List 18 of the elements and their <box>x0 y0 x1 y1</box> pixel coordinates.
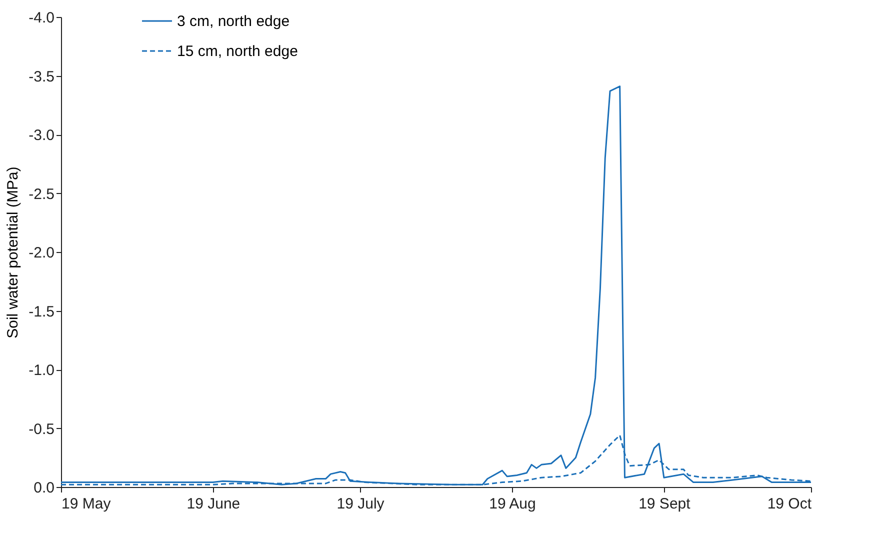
legend-label: 3 cm, north edge <box>177 13 290 30</box>
x-tick-label: 19 May <box>62 496 112 512</box>
y-tick-label: -3.5 <box>28 68 54 86</box>
y-axis-title: Soil water potential (MPa) <box>4 166 22 338</box>
legend-label: 15 cm, north edge <box>177 43 298 60</box>
x-tick-label: 19 July <box>336 496 385 512</box>
y-tick-label: -4.0 <box>28 10 54 26</box>
y-tick-label: -2.0 <box>28 244 54 262</box>
x-tick-label: 19 Oct <box>767 496 812 512</box>
y-tick-label: -1.5 <box>28 303 54 320</box>
x-tick-label: 19 Sept <box>638 496 692 512</box>
y-tick-label: 0.0 <box>34 480 54 496</box>
y-tick-label: -2.5 <box>28 186 54 203</box>
x-tick-label: 19 June <box>186 496 240 512</box>
y-tick-label: -1.0 <box>28 362 54 379</box>
y-tick-label: -3.0 <box>28 127 54 144</box>
x-tick-label: 19 Aug <box>489 496 536 512</box>
y-tick-label: -0.5 <box>28 420 54 438</box>
